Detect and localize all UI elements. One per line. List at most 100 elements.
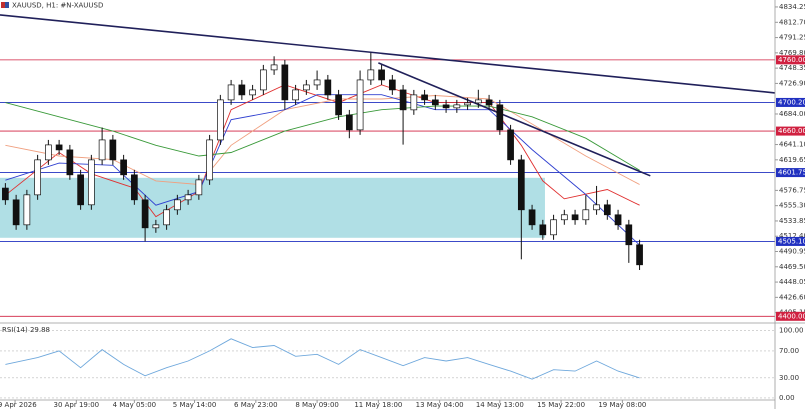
y-tick-label: 4576.75 bbox=[779, 186, 805, 194]
rsi-line bbox=[5, 338, 640, 380]
candle-body bbox=[560, 214, 568, 221]
y-tick-label: 4684.00 bbox=[779, 110, 805, 118]
candle-body bbox=[625, 224, 633, 246]
candle-body bbox=[571, 214, 579, 221]
candle-body bbox=[184, 194, 192, 201]
x-tick-label: 5 May 14:00 bbox=[173, 401, 217, 409]
candle-body bbox=[34, 159, 41, 196]
candle-body bbox=[496, 104, 504, 131]
level-tag bbox=[776, 236, 805, 246]
x-tick-label: 15 May 22:00 bbox=[537, 401, 585, 409]
candle-body bbox=[367, 69, 375, 81]
candle-body bbox=[292, 89, 299, 101]
candle-body bbox=[302, 84, 310, 91]
candle-body bbox=[603, 204, 611, 216]
candle-body bbox=[399, 89, 407, 111]
candle-body bbox=[485, 99, 493, 106]
x-tick-label: 13 May 04:00 bbox=[416, 401, 464, 409]
y-tick-label: 4748.35 bbox=[779, 64, 805, 72]
candle-body bbox=[238, 84, 246, 96]
candle-body bbox=[163, 209, 170, 226]
y-tick-label: 4533.85 bbox=[779, 217, 805, 225]
candle-body bbox=[66, 149, 74, 176]
candle-body bbox=[593, 204, 600, 211]
y-tick-label: 4426.60 bbox=[779, 293, 805, 301]
candle-body bbox=[88, 159, 95, 206]
candle-body bbox=[270, 64, 278, 71]
candle-body bbox=[335, 94, 342, 116]
moving-average bbox=[5, 94, 640, 246]
plot-layer bbox=[0, 14, 776, 399]
candle-body bbox=[442, 104, 450, 109]
candle-body bbox=[120, 159, 127, 176]
symbol-header: XAUUSD, H1: #N-XAUUSD bbox=[12, 2, 103, 10]
level-tag bbox=[776, 126, 805, 136]
candle-body bbox=[109, 139, 117, 161]
level-tag bbox=[776, 311, 805, 321]
moving-average bbox=[5, 95, 640, 185]
candle-body bbox=[313, 79, 321, 86]
y-tick-label: 4812.70 bbox=[779, 18, 805, 26]
y-tick-label: 4641.10 bbox=[779, 141, 805, 149]
y-tick-label: 4791.25 bbox=[779, 34, 805, 42]
level-tag bbox=[776, 55, 805, 65]
candle-body bbox=[77, 174, 84, 206]
candle-body bbox=[421, 94, 428, 101]
candle-body bbox=[249, 89, 256, 96]
candle-body bbox=[464, 102, 471, 106]
candle-body bbox=[174, 199, 181, 211]
flag-icon bbox=[5, 2, 9, 8]
x-tick-label: 29 Apr 2026 bbox=[0, 401, 37, 409]
candle-body bbox=[550, 219, 557, 236]
candle-body bbox=[324, 79, 332, 96]
x-tick-label: 6 May 23:00 bbox=[234, 401, 278, 409]
y-tick-label: 4490.95 bbox=[779, 248, 805, 256]
level-label: 4400.00 bbox=[778, 312, 805, 320]
y-tick-label: 4555.30 bbox=[779, 202, 805, 210]
candle-body bbox=[507, 129, 514, 161]
candle-body bbox=[474, 99, 482, 104]
candle-body bbox=[388, 79, 396, 91]
x-tick-label: 19 May 08:00 bbox=[598, 401, 646, 409]
candle-body bbox=[141, 199, 149, 229]
moving-average bbox=[5, 102, 640, 171]
candle-body bbox=[55, 144, 63, 151]
level-label: 4760.00 bbox=[778, 56, 805, 64]
x-tick-label: 30 Apr 19:00 bbox=[53, 401, 99, 409]
level-tag bbox=[776, 97, 805, 107]
candle-body bbox=[2, 187, 9, 201]
y-tick-label: 4469.50 bbox=[779, 263, 805, 271]
candle-body bbox=[152, 224, 160, 229]
rsi-title: RSI(14) 29.88 bbox=[2, 326, 50, 334]
candle-body bbox=[528, 209, 536, 226]
trendline bbox=[378, 62, 651, 177]
x-tick-label: 14 May 13:00 bbox=[476, 401, 524, 409]
candle-body bbox=[453, 104, 461, 109]
candle-body bbox=[217, 99, 224, 141]
candle-body bbox=[195, 179, 203, 196]
candle-body bbox=[281, 64, 289, 101]
candle-body bbox=[259, 69, 267, 91]
y-tick-label: 30.00 bbox=[779, 374, 799, 382]
y-tick-label: 0.00 bbox=[779, 394, 795, 402]
y-tick-label: 70.00 bbox=[779, 347, 799, 355]
level-label: 4601.75 bbox=[778, 169, 805, 177]
candle-body bbox=[517, 159, 525, 211]
candle-body bbox=[227, 84, 235, 101]
y-tick-label: 4726.90 bbox=[779, 79, 805, 87]
level-label: 4505.10 bbox=[778, 237, 805, 245]
candle-body bbox=[345, 114, 353, 131]
y-tick-label: 4512.40 bbox=[779, 232, 805, 240]
x-tick-label: 11 May 18:00 bbox=[354, 401, 402, 409]
candle-body bbox=[356, 79, 364, 131]
level-label: 4660.00 bbox=[778, 127, 805, 135]
candle-body bbox=[539, 224, 547, 236]
x-tick-label: 8 May 09:00 bbox=[295, 401, 339, 409]
level-tag bbox=[776, 168, 805, 178]
candle-body bbox=[636, 244, 643, 266]
candle-body bbox=[206, 139, 213, 181]
y-tick-label: 4769.80 bbox=[779, 49, 805, 57]
candle-body bbox=[378, 69, 385, 81]
y-tick-label: 4619.65 bbox=[779, 156, 805, 164]
